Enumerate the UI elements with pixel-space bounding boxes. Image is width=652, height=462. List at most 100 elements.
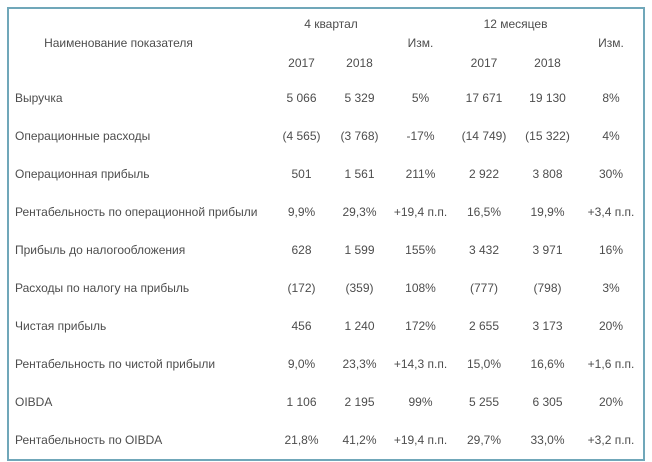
12m-2017-header: 2017 bbox=[470, 55, 498, 70]
row-label: Чистая прибыль bbox=[15, 319, 107, 333]
row-label: Операционная прибыль bbox=[15, 167, 150, 181]
header-spacer bbox=[452, 34, 516, 52]
financial-results-table: 4 квартал 12 месяцев Наименование показа… bbox=[7, 7, 646, 461]
q4-2018-value: 2 195 bbox=[344, 395, 375, 409]
column-group-q4: 4 квартал bbox=[304, 16, 358, 31]
12m-2017-value: (14 749) bbox=[461, 129, 507, 143]
12m-2017-value: 2 655 bbox=[468, 319, 500, 333]
name-column-header: Наименование показателя bbox=[44, 36, 193, 50]
q4-2018-value: 23,3% bbox=[342, 357, 377, 371]
table-row: Рентабельность по операционной прибыли 9… bbox=[8, 193, 644, 231]
12m-2018-value: (798) bbox=[533, 281, 562, 295]
row-label: Операционные расходы bbox=[15, 129, 151, 143]
q4-2017-header: 2017 bbox=[288, 55, 315, 70]
q4-change-value: 211% bbox=[405, 167, 436, 181]
q4-change-value: +19,4 п.п. bbox=[393, 433, 448, 447]
12m-change-value: +3,2 п.п. bbox=[587, 433, 635, 447]
12m-2017-value: 5 255 bbox=[468, 395, 500, 409]
q4-2018-header: 2018 bbox=[346, 55, 373, 70]
row-label: Расходы по налогу на прибыль bbox=[15, 281, 190, 295]
12m-2018-value: 6 305 bbox=[532, 395, 563, 409]
q4-2017-value: 21,8% bbox=[284, 433, 319, 447]
q4-2018-value: 1 240 bbox=[344, 319, 375, 333]
12m-2017-value: 17 671 bbox=[465, 91, 503, 105]
q4-2017-value: 5 066 bbox=[286, 91, 317, 105]
12m-change-value: 8% bbox=[602, 91, 620, 105]
table-body: Выручка 5 066 5 329 5% 17 671 19 130 8% … bbox=[8, 79, 644, 460]
12m-change-value: 20% bbox=[599, 319, 624, 333]
header-spacer bbox=[579, 52, 644, 79]
q4-2018-value: 5 329 bbox=[344, 91, 375, 105]
q4-change-value: 155% bbox=[405, 243, 436, 257]
12m-change-value: +1,6 п.п. bbox=[587, 357, 635, 371]
12m-2017-value: 29,7% bbox=[466, 433, 502, 447]
12m-2018-header: 2018 bbox=[534, 55, 561, 70]
table-row: Рентабельность по OIBDA 21,8% 41,2% +19,… bbox=[8, 421, 644, 460]
table-row: Прибыль до налогообложения 628 1 599 155… bbox=[8, 231, 644, 269]
row-label: Рентабельность по OIBDA bbox=[15, 433, 163, 447]
q4-2017-value: (172) bbox=[287, 281, 316, 295]
12m-2018-value: 33,0% bbox=[530, 433, 565, 447]
12m-change-value: 16% bbox=[599, 243, 624, 257]
12m-change-value: 4% bbox=[602, 129, 620, 143]
row-label: Выручка bbox=[15, 91, 63, 105]
table-row: Выручка 5 066 5 329 5% 17 671 19 130 8% bbox=[8, 79, 644, 117]
q4-change-header: Изм. bbox=[407, 36, 434, 50]
q4-2018-value: 1 561 bbox=[344, 167, 375, 181]
q4-2018-value: 29,3% bbox=[342, 205, 377, 219]
q4-2017-value: 628 bbox=[291, 243, 312, 257]
12m-change-value: 20% bbox=[599, 395, 624, 409]
12m-change-value: 30% bbox=[599, 167, 624, 181]
header-spacer bbox=[516, 34, 579, 52]
row-label: Прибыль до налогообложения bbox=[15, 243, 186, 257]
header-spacer bbox=[389, 52, 452, 79]
12m-2017-value: (777) bbox=[469, 281, 498, 295]
q4-2018-value: 41,2% bbox=[342, 433, 377, 447]
row-label: Рентабельность по операционной прибыли bbox=[15, 205, 258, 219]
q4-2017-value: 9,0% bbox=[287, 357, 316, 371]
table-row: Операционные расходы (4 565) (3 768) -17… bbox=[8, 117, 644, 155]
12m-2018-value: 19,9% bbox=[530, 205, 565, 219]
table-row: Рентабельность по чистой прибыли 9,0% 23… bbox=[8, 345, 644, 383]
header-group-row: 4 квартал 12 месяцев bbox=[8, 8, 644, 34]
header-spacer bbox=[8, 8, 273, 34]
12m-2018-value: 16,6% bbox=[530, 357, 565, 371]
q4-change-value: -17% bbox=[406, 129, 435, 143]
q4-2018-value: (359) bbox=[345, 281, 374, 295]
table-row: Чистая прибыль 456 1 240 172% 2 655 3 17… bbox=[8, 307, 644, 345]
header-spacer bbox=[273, 34, 330, 52]
q4-2017-value: 9,9% bbox=[287, 205, 316, 219]
q4-change-value: 108% bbox=[405, 281, 436, 295]
table-row: Операционная прибыль 501 1 561 211% 2 92… bbox=[8, 155, 644, 193]
table-row: Расходы по налогу на прибыль (172) (359)… bbox=[8, 269, 644, 307]
q4-change-value: +19,4 п.п. bbox=[393, 205, 448, 219]
12m-2018-value: 3 173 bbox=[532, 319, 563, 333]
header-spacer bbox=[389, 8, 452, 34]
q4-2017-value: 1 106 bbox=[286, 395, 317, 409]
table-row: OIBDA 1 106 2 195 99% 5 255 6 305 20% bbox=[8, 383, 644, 421]
header-mid-row: Наименование показателя Изм. Изм. bbox=[8, 34, 644, 52]
q4-2018-value: (3 768) bbox=[340, 129, 379, 143]
q4-2018-value: 1 599 bbox=[344, 243, 375, 257]
12m-2018-value: (15 322) bbox=[525, 129, 570, 143]
column-group-12m: 12 месяцев bbox=[483, 16, 548, 31]
table-header: 4 квартал 12 месяцев Наименование показа… bbox=[8, 8, 644, 79]
12m-change-value: 3% bbox=[602, 281, 620, 295]
header-year-row: 2017 2018 2017 2018 bbox=[8, 52, 644, 79]
row-label: OIBDA bbox=[15, 395, 53, 409]
header-spacer bbox=[8, 52, 273, 79]
row-label: Рентабельность по чистой прибыли bbox=[15, 357, 216, 371]
12m-change-header: Изм. bbox=[598, 36, 624, 50]
12m-change-value: +3,4 п.п. bbox=[587, 205, 635, 219]
q4-change-value: 99% bbox=[408, 395, 433, 409]
12m-2017-value: 2 922 bbox=[468, 167, 500, 181]
q4-2017-value: (4 565) bbox=[282, 129, 321, 143]
q4-2017-value: 456 bbox=[291, 319, 312, 333]
q4-2017-value: 501 bbox=[291, 167, 312, 181]
12m-2018-value: 19 130 bbox=[529, 91, 566, 105]
12m-2017-value: 16,5% bbox=[466, 205, 502, 219]
q4-change-value: 5% bbox=[411, 91, 430, 105]
12m-2017-value: 3 432 bbox=[468, 243, 500, 257]
q4-change-value: 172% bbox=[405, 319, 436, 333]
